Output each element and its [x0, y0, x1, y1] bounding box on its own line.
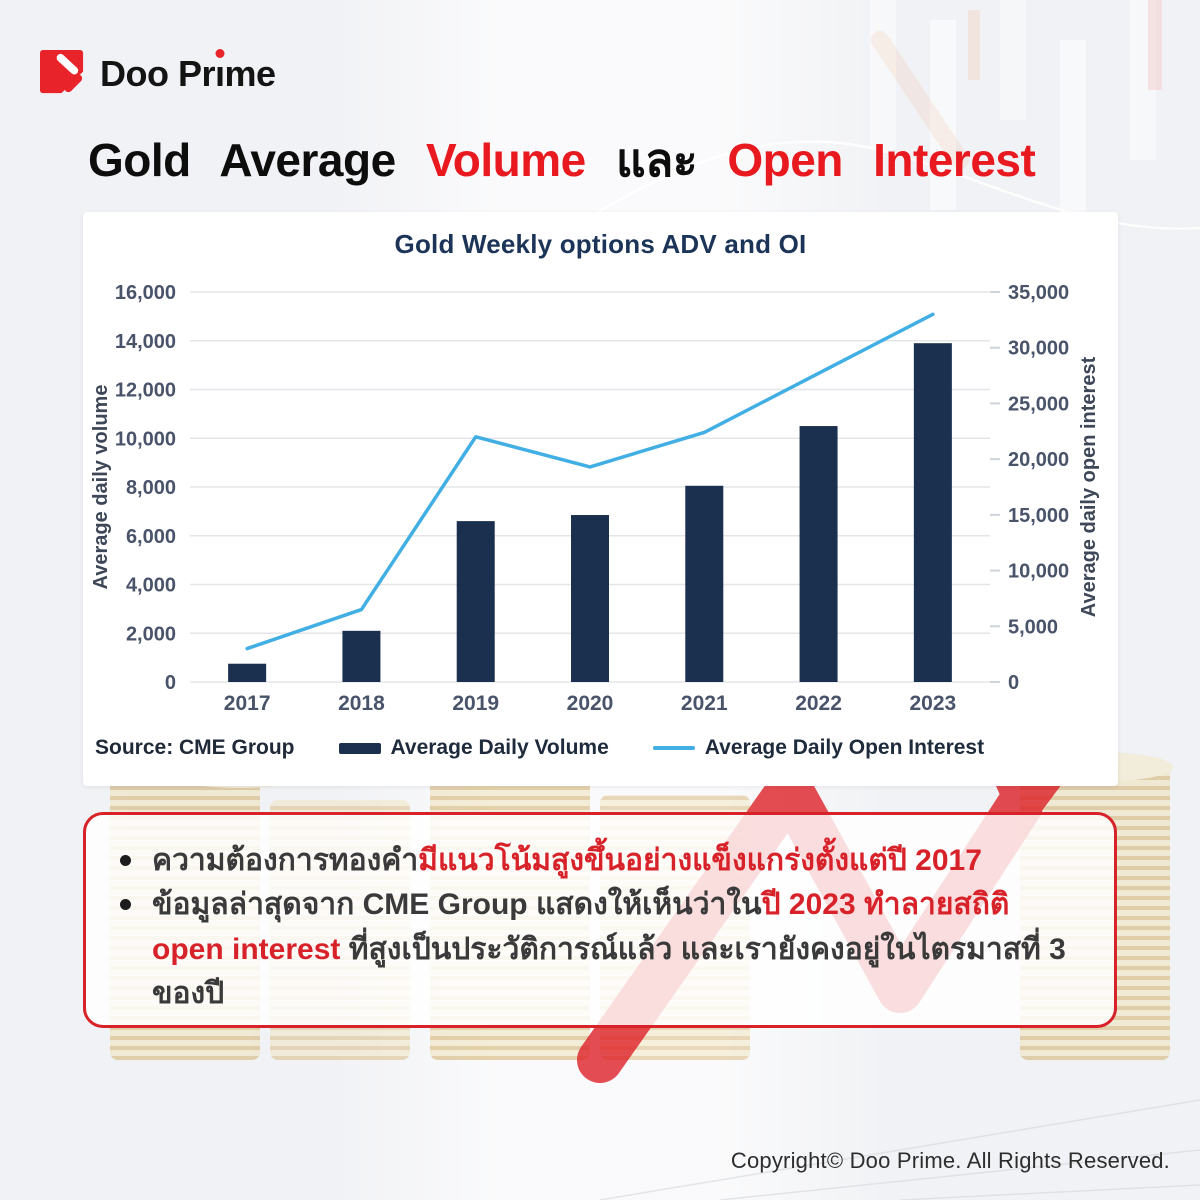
- bar-2022: [799, 426, 838, 682]
- left-axis-tick-label: 8,000: [126, 477, 176, 499]
- legend-label: Average Daily Open Interest: [704, 736, 985, 759]
- left-axis-tick-label: 2,000: [126, 623, 176, 645]
- title-seg-black2: และ: [585, 134, 728, 186]
- right-axis-tick-label: 35,000: [1008, 282, 1069, 304]
- background-grid-lines: [600, 1099, 1200, 1200]
- left-axis-tick-label: 14,000: [115, 331, 176, 353]
- x-axis-label-2023: 2023: [909, 692, 956, 715]
- chart-plot: 0 2,000 4,000 6,000 8,000 10,000 12,000 14,000 1…: [90, 282, 1100, 715]
- x-axis-label-2020: 2020: [567, 692, 614, 715]
- bar-2021: [685, 485, 724, 682]
- note2-black1: ข้อมูลล่าสุดจาก CME Group แสดงให้เห็นว่า…: [152, 888, 762, 922]
- brand-logo-row: Doo Prı me: [40, 48, 276, 97]
- right-axis-tick-label: 20,000: [1008, 449, 1069, 471]
- legend-line-swatch-icon: [652, 746, 695, 750]
- legend-label: Average Daily Volume: [390, 736, 609, 759]
- chart-footer: Source: CME Group Average Daily Volume Av…: [95, 736, 1105, 760]
- bar-2018: [342, 630, 381, 682]
- note1-black: ความต้องการทองคำ: [152, 844, 419, 877]
- source-label: Source: CME Group: [95, 736, 295, 759]
- title-seg-black1: Gold Average: [88, 134, 426, 186]
- right-axis-tick-label: 30,000: [1008, 338, 1069, 360]
- left-axis-tick-label: 0: [165, 672, 176, 694]
- right-axis-tick-label: 10,000: [1008, 561, 1069, 583]
- x-axis-label-2022: 2022: [795, 692, 842, 715]
- page-title: Gold Average Volume และ Open Interest: [88, 124, 1036, 197]
- left-axis-tick-label: 16,000: [115, 282, 176, 304]
- chart-title: Gold Weekly options ADV and OI: [394, 229, 807, 259]
- right-axis-tick-label: 15,000: [1008, 505, 1069, 527]
- right-axis-tick-label: 0: [1008, 672, 1019, 694]
- bullet-icon: [120, 855, 131, 866]
- bar-2023: [913, 343, 952, 682]
- right-axis-tick-label: 25,000: [1008, 393, 1069, 415]
- notes-list: ความต้องการทองคำมีแนวโน้มสูงขึ้นอย่างแข็…: [116, 839, 1084, 1017]
- right-axis-tick-label: 5,000: [1008, 616, 1058, 638]
- copyright-text: Copyright© Doo Prime. All Rights Reserve…: [730, 1148, 1170, 1173]
- legend-item-bar: Average Daily Volume: [338, 736, 609, 760]
- x-axis-label-2017: 2017: [224, 692, 271, 715]
- left-axis-tick-label: 10,000: [115, 428, 176, 450]
- title-seg-red2: Open Interest: [727, 134, 1036, 186]
- bar-2017: [228, 663, 267, 682]
- left-axis-tick-label: 6,000: [126, 526, 176, 548]
- title-seg-red1: Volume: [425, 134, 586, 186]
- note1-red: มีแนวโน้มสูงขึ้นอย่างแข็งแกร่งตั้งแต่ปี …: [418, 844, 982, 877]
- x-axis-label-2021: 2021: [681, 692, 728, 715]
- note-item-1: ความต้องการทองคำมีแนวโน้มสูงขึ้นอย่างแข็…: [116, 839, 1084, 883]
- doo-prime-logo-icon: [40, 50, 87, 97]
- note-item-2: ข้อมูลล่าสุดจาก CME Group แสดงให้เห็นว่า…: [116, 883, 1084, 1016]
- chart-legend: Average Daily Volume Average Daily Open I…: [338, 736, 985, 760]
- x-axis-label-2019: 2019: [452, 692, 499, 715]
- bar-2019: [456, 521, 495, 682]
- chart-card: 0 2,000 4,000 6,000 8,000 10,000 12,000 14,000 1…: [83, 212, 1118, 786]
- left-axis-tick-label: 12,000: [115, 380, 176, 402]
- brand-name: Doo Prı me: [100, 48, 276, 95]
- legend-item-line: Average Daily Open Interest: [652, 736, 985, 760]
- bar-2020: [571, 515, 609, 682]
- legend-bar-swatch-icon: [338, 742, 381, 754]
- left-axis-tick-label: 4,000: [126, 575, 176, 597]
- brand-i-dot: [215, 48, 225, 58]
- right-axis-title: Average daily open interest: [1078, 356, 1100, 617]
- bullet-icon: [120, 899, 131, 911]
- notes-box: ความต้องการทองคำมีแนวโน้มสูงขึ้นอย่างแข็…: [83, 812, 1117, 1028]
- x-axis-label-2018: 2018: [338, 692, 385, 715]
- left-axis-title: Average daily volume: [90, 385, 112, 590]
